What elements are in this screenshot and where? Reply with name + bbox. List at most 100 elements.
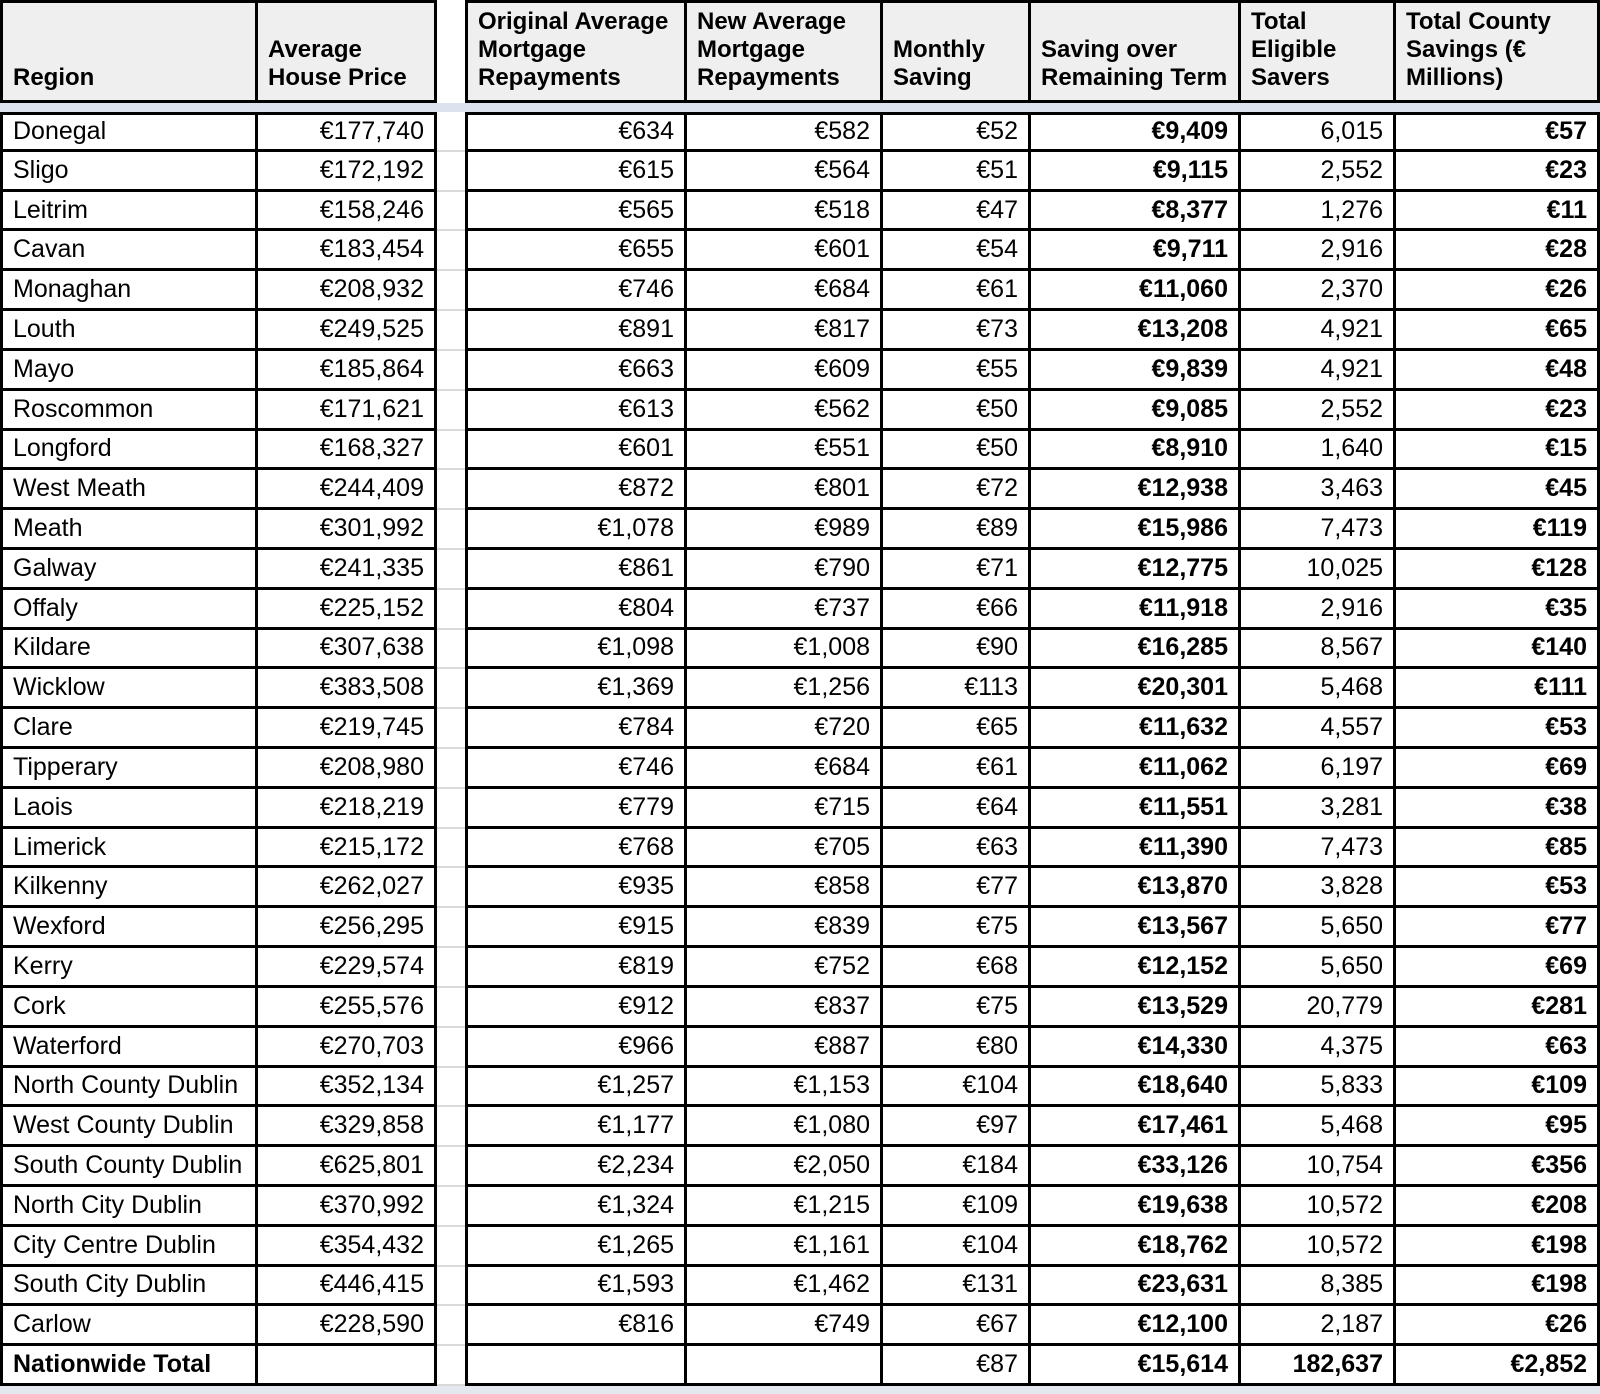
cell-total-eligible-savers: 3,281 — [1241, 788, 1396, 829]
cell-saving-remaining-term: €8,910 — [1031, 430, 1241, 471]
cell-original-repayments: €615 — [465, 151, 687, 192]
cell-saving-remaining-term: €15,986 — [1031, 510, 1241, 550]
cell-region: Longford — [0, 430, 258, 471]
cell-new-repayments: €858 — [687, 868, 883, 909]
cell-original-repayments: €2,234 — [465, 1147, 687, 1187]
column-header-new-repayments: New Average Mortgage Repayments — [687, 0, 883, 103]
cell-total-county-savings: €11 — [1396, 191, 1600, 232]
gap-column-cell — [437, 311, 465, 351]
cell-saving-remaining-term: €17,461 — [1031, 1107, 1241, 1148]
cell-monthly-saving: €113 — [883, 669, 1031, 710]
cell-total-county-savings: €65 — [1396, 311, 1600, 351]
cell-new-repayments: €752 — [687, 948, 883, 988]
cell-saving-remaining-term: €18,640 — [1031, 1067, 1241, 1108]
cell-saving-remaining-term: €16,285 — [1031, 629, 1241, 670]
gap-column-cell — [437, 390, 465, 431]
cell-total-county-savings: €95 — [1396, 1107, 1600, 1148]
cell-original-repayments: €779 — [465, 788, 687, 829]
cell-region: Mayo — [0, 350, 258, 391]
cell-new-repayments — [687, 1346, 883, 1386]
cell-original-repayments: €912 — [465, 987, 687, 1028]
table-row: City Centre Dublin €354,432 €1,265 €1,161 €1… — [0, 1226, 1600, 1267]
cell-total-county-savings: €53 — [1396, 868, 1600, 909]
cell-total-eligible-savers: 10,754 — [1241, 1147, 1396, 1187]
cell-new-repayments: €887 — [687, 1027, 883, 1068]
table-row: Wexford €256,295 €915 €839 €75 €13,567 5,650 €7… — [0, 908, 1600, 949]
cell-total-county-savings: €69 — [1396, 749, 1600, 789]
table-row: South County Dublin €625,801 €2,234 €2,050 €… — [0, 1147, 1600, 1187]
cell-monthly-saving: €68 — [883, 948, 1031, 988]
gap-column-cell — [437, 828, 465, 869]
cell-original-repayments: €565 — [465, 191, 687, 232]
table-row: Kildare €307,638 €1,098 €1,008 €90 €16,285 8,5… — [0, 629, 1600, 670]
gap-column-cell — [437, 271, 465, 312]
cell-monthly-saving: €75 — [883, 987, 1031, 1028]
cell-new-repayments: €551 — [687, 430, 883, 471]
cell-avg-house-price: €255,576 — [258, 987, 437, 1028]
cell-monthly-saving: €66 — [883, 589, 1031, 630]
cell-total-eligible-savers: 3,828 — [1241, 868, 1396, 909]
cell-total-county-savings: €23 — [1396, 151, 1600, 192]
cell-new-repayments: €1,008 — [687, 629, 883, 670]
cell-total-county-savings: €128 — [1396, 549, 1600, 590]
cell-monthly-saving: €131 — [883, 1266, 1031, 1307]
cell-saving-remaining-term: €20,301 — [1031, 669, 1241, 710]
table-row: Mayo €185,864 €663 €609 €55 €9,839 4,921 €48 — [0, 350, 1600, 391]
cell-avg-house-price: €249,525 — [258, 311, 437, 351]
cell-avg-house-price: €446,415 — [258, 1266, 437, 1307]
cell-new-repayments: €1,080 — [687, 1107, 883, 1148]
cell-original-repayments: €819 — [465, 948, 687, 988]
cell-original-repayments: €1,369 — [465, 669, 687, 710]
cell-region: North City Dublin — [0, 1186, 258, 1227]
cell-original-repayments: €1,593 — [465, 1266, 687, 1307]
cell-new-repayments: €817 — [687, 311, 883, 351]
cell-monthly-saving: €51 — [883, 151, 1031, 192]
cell-total-county-savings: €111 — [1396, 669, 1600, 710]
header-row: Region Average House Price Original Aver… — [0, 0, 1600, 103]
cell-total-eligible-savers: 10,572 — [1241, 1186, 1396, 1227]
cell-total-county-savings: €53 — [1396, 709, 1600, 749]
cell-region: Limerick — [0, 828, 258, 869]
cell-total-eligible-savers: 2,552 — [1241, 151, 1396, 192]
table-row: Wicklow €383,508 €1,369 €1,256 €113 €20,301 5,… — [0, 669, 1600, 710]
cell-monthly-saving: €61 — [883, 749, 1031, 789]
column-header-saving-remaining-term: Saving over Remaining Term — [1031, 0, 1241, 103]
cell-saving-remaining-term: €12,152 — [1031, 948, 1241, 988]
table-row: Roscommon €171,621 €613 €562 €50 €9,085 2,552 €… — [0, 390, 1600, 431]
cell-new-repayments: €837 — [687, 987, 883, 1028]
cell-total-eligible-savers: 4,921 — [1241, 311, 1396, 351]
cell-original-repayments: €1,265 — [465, 1226, 687, 1267]
table-row: Cork €255,576 €912 €837 €75 €13,529 20,779 €281 — [0, 987, 1600, 1028]
table-row: West Meath €244,409 €872 €801 €72 €12,938 3,46… — [0, 470, 1600, 511]
cell-saving-remaining-term: €11,918 — [1031, 589, 1241, 630]
gap-column-cell — [437, 1306, 465, 1347]
table-row: Galway €241,335 €861 €790 €71 €12,775 10,025 €1… — [0, 549, 1600, 590]
cell-original-repayments: €891 — [465, 311, 687, 351]
cell-region: Offaly — [0, 589, 258, 630]
cell-new-repayments: €839 — [687, 908, 883, 949]
cell-avg-house-price: €229,574 — [258, 948, 437, 988]
cell-total-eligible-savers: 1,640 — [1241, 430, 1396, 471]
gap-column-cell — [437, 1067, 465, 1108]
header-body-divider — [0, 103, 1600, 112]
cell-original-repayments: €784 — [465, 709, 687, 749]
cell-total-eligible-savers: 5,650 — [1241, 908, 1396, 949]
cell-new-repayments: €518 — [687, 191, 883, 232]
gap-column-cell — [437, 1186, 465, 1227]
cell-total-eligible-savers: 10,025 — [1241, 549, 1396, 590]
cell-original-repayments: €613 — [465, 390, 687, 431]
cell-saving-remaining-term: €11,632 — [1031, 709, 1241, 749]
cell-region: Waterford — [0, 1027, 258, 1068]
cell-region: Meath — [0, 510, 258, 550]
gap-column-cell — [437, 549, 465, 590]
cell-new-repayments: €1,161 — [687, 1226, 883, 1267]
gap-column-cell — [437, 191, 465, 232]
cell-monthly-saving: €54 — [883, 231, 1031, 272]
cell-total-eligible-savers: 2,187 — [1241, 1306, 1396, 1347]
table-row: Clare €219,745 €784 €720 €65 €11,632 4,557 €53 — [0, 709, 1600, 749]
cell-new-repayments: €801 — [687, 470, 883, 511]
gap-column-cell — [437, 948, 465, 988]
gap-column-cell — [437, 1346, 465, 1386]
cell-total-county-savings: €57 — [1396, 112, 1600, 152]
table-row: Kerry €229,574 €819 €752 €68 €12,152 5,650 €69 — [0, 948, 1600, 988]
